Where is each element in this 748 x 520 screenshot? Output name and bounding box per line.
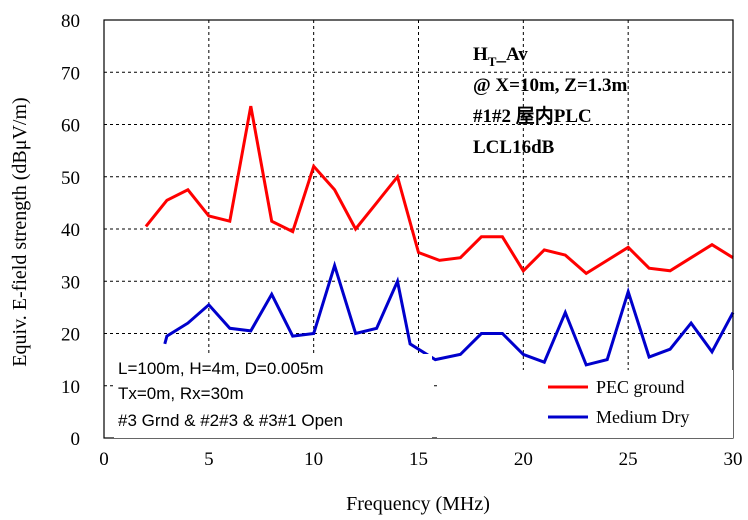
series-line-pec-ground	[144, 105, 734, 276]
legend-label-pec-ground: PEC ground	[596, 377, 685, 397]
parameter-background	[114, 354, 432, 438]
legend: PEC ground Medium Dry	[437, 370, 733, 438]
annotation-line-2: @ X=10m, Z=1.3m	[473, 75, 628, 96]
tick-labels: 0 5 10 15 20 25 30 0 10 20 30 40 50 60 70 80	[61, 11, 743, 470]
series-lines	[144, 105, 735, 367]
annotation-label-sub: T	[488, 54, 497, 69]
y-tick-label: 40	[61, 220, 80, 241]
annotation-line-3: #1#2 屋内PLC	[473, 104, 592, 127]
parameter-line-2: Tx=0m, Rx=30m	[118, 384, 244, 403]
x-axis-title: Frequency (MHz)	[346, 493, 490, 515]
x-tick-label: 15	[409, 449, 428, 470]
legend-background	[437, 370, 733, 438]
series-line-medium-dry	[163, 260, 735, 367]
y-tick-label: 30	[61, 272, 80, 293]
annotation-label-suffix: _Av	[495, 44, 528, 65]
annotation-label-main: H	[473, 44, 488, 65]
y-tick-label: 70	[61, 63, 80, 84]
x-tick-label: 10	[304, 449, 323, 470]
annotation-block: HT_Av @ X=10m, Z=1.3m #1#2 屋内PLC LCL16dB	[473, 44, 628, 158]
y-tick-label: 20	[61, 325, 80, 346]
x-tick-label: 0	[99, 449, 109, 470]
y-tick-label: 10	[61, 377, 80, 398]
annotation-label: HT_Av	[473, 44, 528, 69]
annotation-line-4: LCL16dB	[473, 137, 555, 158]
x-tick-label: 30	[724, 449, 743, 470]
y-tick-label: 50	[61, 168, 80, 189]
x-tick-label: 5	[204, 449, 214, 470]
y-tick-label: 80	[61, 11, 80, 32]
legend-label-medium-dry: Medium Dry	[596, 407, 690, 427]
parameter-line-3: #3 Grnd & #2#3 & #3#1 Open	[118, 411, 343, 430]
y-tick-label: 60	[61, 116, 80, 137]
y-axis-title: Equiv. E-field strength (dBμV/m)	[9, 97, 31, 366]
parameter-line-1: L=100m, H=4m, D=0.005m	[118, 359, 324, 378]
y-tick-label: 0	[71, 429, 81, 450]
x-tick-label: 20	[514, 449, 533, 470]
x-tick-label: 25	[619, 449, 638, 470]
parameter-block: L=100m, H=4m, D=0.005m Tx=0m, Rx=30m #3 …	[114, 354, 432, 438]
